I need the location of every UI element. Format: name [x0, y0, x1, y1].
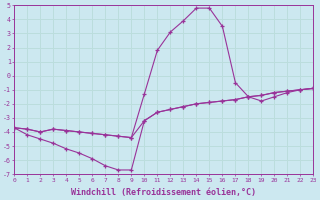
X-axis label: Windchill (Refroidissement éolien,°C): Windchill (Refroidissement éolien,°C)	[71, 188, 256, 197]
